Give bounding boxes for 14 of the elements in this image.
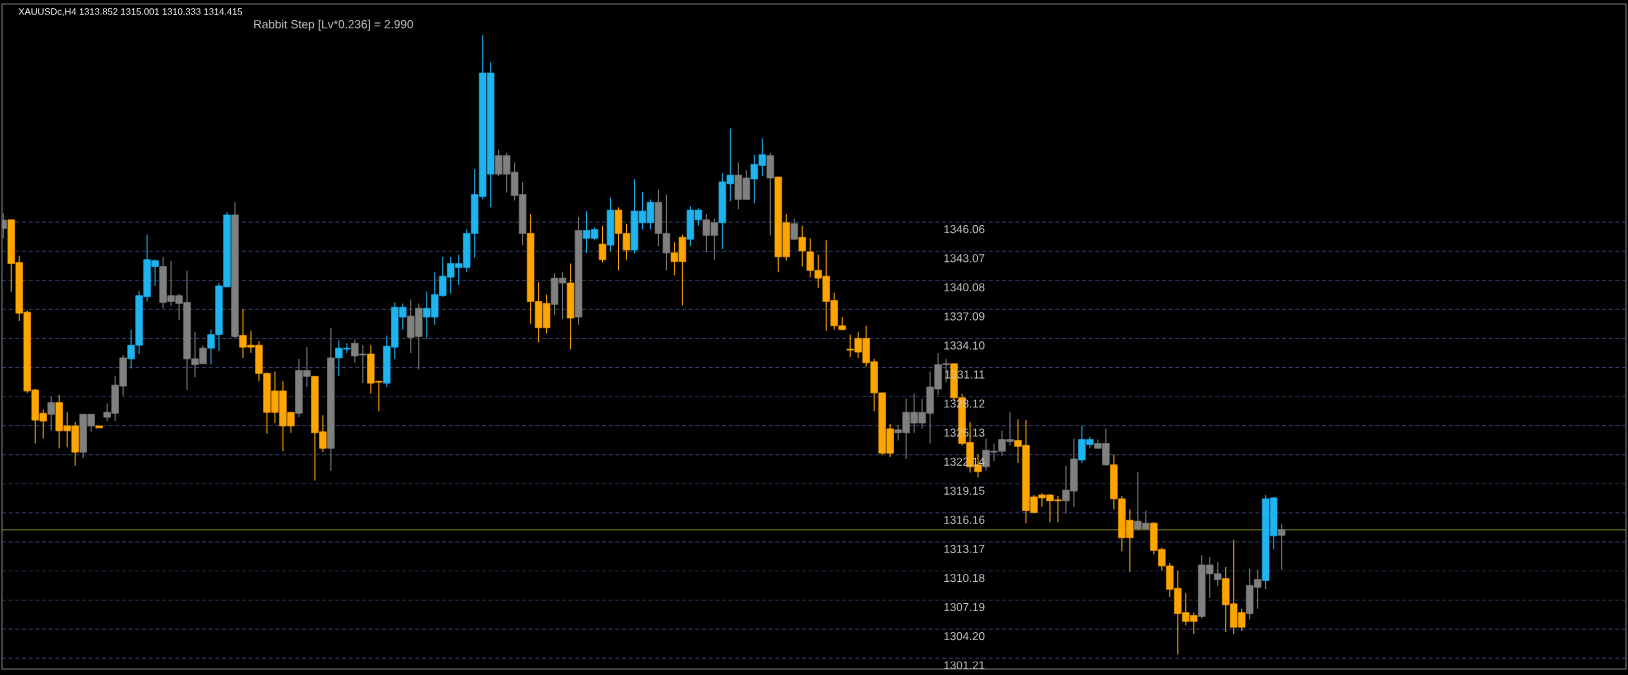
ref-line-label: 1313.17 (944, 544, 985, 553)
ref-line-label: 1337.09 (944, 312, 985, 321)
annotation: Rabbit Step [Lv*0.236] = 2.990 (254, 19, 414, 31)
ref-line-label: 1307.19 (944, 603, 985, 612)
ref-line-label: 1343.07 (944, 254, 985, 263)
ref-line-label: 1301.21 (944, 661, 985, 670)
ref-line-label: 1319.15 (944, 486, 985, 495)
ref-line-label: 1334.10 (944, 341, 985, 350)
chart-title: XAUUSDc,H4 1313.852 1315.001 1310.333 1314.415 (18, 8, 243, 16)
ref-line-label: 1310.18 (944, 573, 985, 583)
ref-line-label: 1346.06 (944, 225, 985, 234)
ref-line-label: 1340.08 (944, 283, 985, 292)
ref-line-label: 1316.16 (944, 515, 985, 524)
ref-line-label: 1304.20 (944, 632, 985, 641)
